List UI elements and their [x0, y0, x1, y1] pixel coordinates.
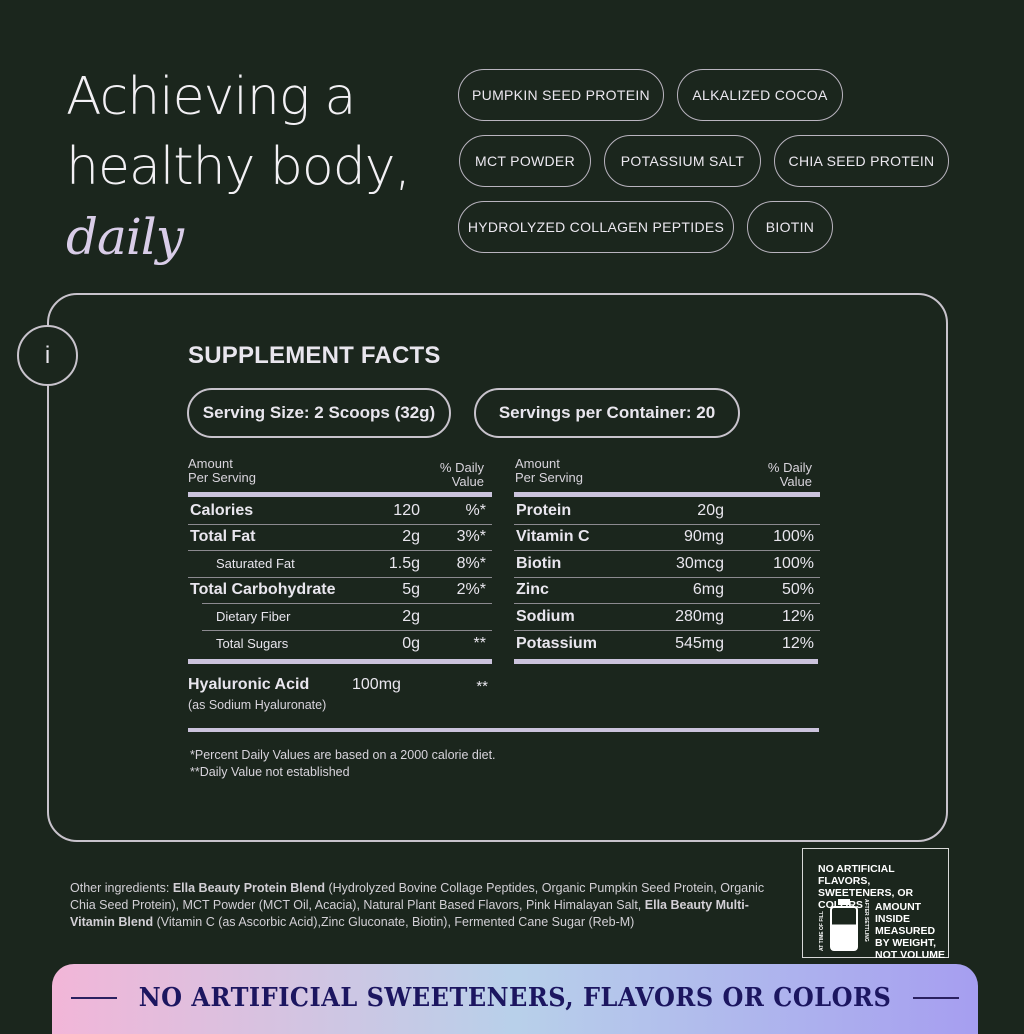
nutrient-row: Zinc 6mg 50% — [514, 578, 820, 604]
nutrient-amount: 5g — [402, 581, 420, 599]
nutrient-name: Protein — [516, 501, 572, 519]
nutrient-row: Total Carbohydrate 5g 2%* — [190, 578, 492, 604]
nutrient-dv: 8%* — [456, 554, 486, 572]
nutrient-dv: 2%* — [456, 581, 486, 599]
divider — [188, 659, 492, 664]
ingredient-tag: HYDROLYZED COLLAGEN PEPTIDES — [458, 201, 734, 253]
weight-badge: NO ARTIFICIAL FLAVORS, SWEETENERS, OR CO… — [802, 848, 949, 961]
hyaluronic-note: (as Sodium Hyaluronate) — [188, 698, 327, 712]
nutrient-dv: 3%* — [456, 528, 486, 546]
nutrient-amount: 120 — [393, 501, 420, 519]
badge-side-right: AFTER SETTLING — [863, 899, 869, 942]
nutrient-dv: 100% — [773, 528, 814, 546]
nutrient-row: Potassium 545mg 12% — [514, 631, 820, 658]
nutrient-amount: 20g — [697, 501, 724, 519]
servings-per-container: Servings per Container: 20 — [474, 388, 740, 438]
nutrient-row: Calories 120 %* — [188, 498, 492, 525]
header-dv: % Daily Value — [439, 460, 484, 489]
nutrient-row: Total Fat 2g 3%* — [188, 525, 492, 551]
ingredient-tag: POTASSIUM SALT — [604, 135, 761, 187]
divider — [70, 997, 117, 999]
footnote-1: *Percent Daily Values are based on a 200… — [190, 748, 496, 762]
badge-text: AMOUNT INSIDE MEASURED BY WEIGHT, NOT VO… — [875, 901, 945, 961]
nutrient-row: Dietary Fiber 2g — [202, 604, 492, 631]
ingredient-tag: MCT POWDER — [459, 135, 591, 187]
facts-title: SUPPLEMENT FACTS — [188, 342, 441, 369]
nutrient-amount: 545mg — [675, 634, 724, 652]
nutrient-row: Vitamin C 90mg 100% — [514, 525, 820, 551]
headline: Achieving a healthy body, daily — [66, 62, 411, 272]
hyaluronic-name: Hyaluronic Acid — [188, 676, 310, 693]
header-dv: % Daily Value — [767, 460, 812, 489]
nutrient-name: Total Carbohydrate — [190, 581, 336, 599]
nutrient-amount: 0g — [402, 634, 420, 652]
header-amount: Amount Per Serving — [188, 456, 256, 485]
ingredient-tag: BIOTIN — [747, 201, 833, 253]
nutrient-dv: %* — [465, 501, 486, 519]
hyaluronic-amount: 100mg — [352, 676, 401, 693]
ingredients-blend: Ella Beauty Multi-Vitamin Blend — [70, 898, 749, 929]
nutrient-name: Zinc — [516, 581, 549, 599]
headline-line2: healthy body, — [66, 137, 411, 197]
divider — [188, 728, 819, 732]
header-amount: Amount Per Serving — [515, 456, 583, 485]
ingredient-tag: ALKALIZED COCOA — [677, 69, 843, 121]
nutrient-name: Dietary Fiber — [216, 609, 291, 625]
hyaluronic-dv: ** — [476, 678, 488, 695]
ingredient-tag: CHIA SEED PROTEIN — [774, 135, 949, 187]
ingredient-tag: PUMPKIN SEED PROTEIN — [458, 69, 664, 121]
nutrient-amount: 280mg — [675, 607, 724, 625]
headline-line1: Achieving a — [66, 67, 356, 127]
jar-icon — [830, 899, 858, 951]
divider — [514, 492, 820, 497]
footnote-2: **Daily Value not established — [190, 765, 350, 779]
divider — [913, 997, 960, 999]
nutrient-row: Total Sugars 0g ** — [188, 631, 492, 658]
ingredients-text: (Hydrolyzed Bovine Collage Peptides, Org… — [70, 881, 765, 912]
nutrient-amount: 2g — [402, 528, 420, 546]
nutrient-dv: 100% — [773, 554, 814, 572]
divider — [188, 492, 492, 497]
badge-top-text: NO ARTIFICIAL FLAVORS, SWEETENERS, OR CO… — [818, 863, 914, 911]
supplement-facts-card — [47, 293, 948, 842]
headline-line3: daily — [66, 208, 184, 266]
nutrient-name: Biotin — [516, 554, 562, 572]
nutrient-name: Vitamin C — [516, 528, 590, 546]
nutrient-amount: 1.5g — [388, 554, 420, 572]
nutrient-dv: ** — [473, 634, 486, 652]
divider — [514, 659, 818, 664]
nutrient-name: Sodium — [516, 607, 575, 625]
nutrient-dv: 12% — [781, 634, 814, 652]
nutrient-name: Saturated Fat — [216, 556, 295, 572]
serving-size: Serving Size: 2 Scoops (32g) — [187, 388, 451, 438]
nutrient-name: Total Fat — [190, 528, 256, 546]
info-icon[interactable]: i — [17, 325, 78, 386]
bottom-banner: NO ARTIFICIAL SWEETENERS, FLAVORS OR COL… — [52, 964, 978, 1034]
nutrient-amount: 90mg — [683, 528, 724, 546]
nutrient-amount: 30mcg — [675, 554, 724, 572]
nutrient-dv: 12% — [781, 607, 814, 625]
nutrient-amount: 6mg — [692, 581, 724, 599]
nutrient-row: Saturated Fat 1.5g 8%* — [188, 551, 492, 578]
other-ingredients: Other ingredients: Ella Beauty Protein B… — [70, 880, 790, 931]
badge-side-left: AT TIME OF FILL — [819, 911, 825, 951]
nutrient-row: Protein 20g — [514, 498, 820, 525]
nutrient-dv: 50% — [781, 581, 814, 599]
ingredients-text: (Vitamin C (as Ascorbic Acid),Zinc Gluco… — [153, 915, 635, 929]
nutrient-name: Potassium — [516, 634, 597, 652]
banner-text: NO ARTIFICIAL SWEETENERS, FLAVORS OR COL… — [138, 980, 892, 1013]
nutrient-name: Calories — [190, 501, 254, 519]
nutrient-row: Biotin 30mcg 100% — [514, 551, 820, 578]
nutrient-name: Total Sugars — [216, 636, 289, 652]
nutrient-amount: 2g — [402, 607, 420, 625]
ingredients-label: Other ingredients: — [70, 881, 173, 895]
nutrient-row: Sodium 280mg 12% — [514, 604, 820, 631]
ingredients-blend: Ella Beauty Protein Blend — [172, 881, 325, 895]
